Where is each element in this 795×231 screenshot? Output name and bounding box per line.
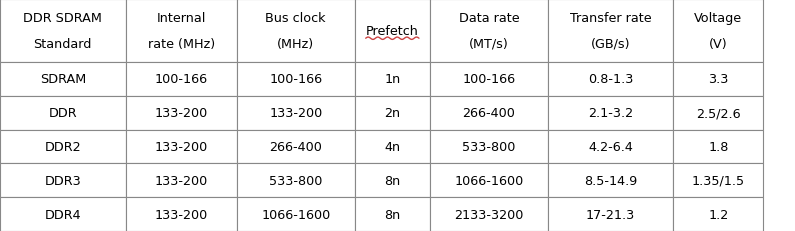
Bar: [126, 0, 237, 63]
Bar: [430, 164, 548, 197]
Bar: [548, 130, 673, 164]
Text: 2n: 2n: [384, 107, 401, 120]
Text: Data rate: Data rate: [459, 12, 519, 25]
Text: 2133-3200: 2133-3200: [454, 208, 524, 221]
Text: 533-800: 533-800: [269, 174, 323, 187]
Text: 1066-1600: 1066-1600: [261, 208, 331, 221]
Text: Voltage: Voltage: [694, 12, 743, 25]
Text: DDR SDRAM: DDR SDRAM: [23, 12, 103, 25]
Bar: [673, 97, 763, 130]
Text: 8n: 8n: [384, 174, 401, 187]
Text: 3.3: 3.3: [708, 73, 728, 86]
Text: (MT/s): (MT/s): [469, 37, 509, 50]
Text: 133-200: 133-200: [270, 107, 322, 120]
Bar: [673, 63, 763, 97]
Bar: [126, 63, 237, 97]
Text: (V): (V): [709, 37, 727, 50]
Bar: [548, 63, 673, 97]
Text: 100-166: 100-166: [463, 73, 515, 86]
Text: 4.2-6.4: 4.2-6.4: [588, 140, 633, 153]
Text: 8n: 8n: [384, 208, 401, 221]
Text: 1n: 1n: [384, 73, 401, 86]
Bar: [355, 130, 430, 164]
Text: 1066-1600: 1066-1600: [454, 174, 524, 187]
Text: 266-400: 266-400: [463, 107, 515, 120]
Text: rate (MHz): rate (MHz): [148, 37, 215, 50]
Bar: [0, 63, 126, 97]
Text: SDRAM: SDRAM: [40, 73, 86, 86]
Bar: [126, 197, 237, 231]
Bar: [126, 130, 237, 164]
Bar: [0, 0, 126, 63]
Bar: [237, 97, 355, 130]
Bar: [548, 0, 673, 63]
Bar: [237, 130, 355, 164]
Text: 133-200: 133-200: [155, 174, 207, 187]
Bar: [355, 197, 430, 231]
Bar: [0, 97, 126, 130]
Text: Internal: Internal: [157, 12, 206, 25]
Bar: [430, 197, 548, 231]
Bar: [355, 0, 430, 63]
Bar: [673, 164, 763, 197]
Text: 17-21.3: 17-21.3: [586, 208, 635, 221]
Text: 8.5-14.9: 8.5-14.9: [584, 174, 637, 187]
Bar: [237, 63, 355, 97]
Bar: [237, 197, 355, 231]
Text: 2.5/2.6: 2.5/2.6: [696, 107, 741, 120]
Text: 1.2: 1.2: [708, 208, 728, 221]
Bar: [430, 130, 548, 164]
Text: 133-200: 133-200: [155, 208, 207, 221]
Text: 4n: 4n: [384, 140, 401, 153]
Text: 1.8: 1.8: [708, 140, 728, 153]
Text: DDR3: DDR3: [45, 174, 81, 187]
Text: (MHz): (MHz): [277, 37, 314, 50]
Text: DDR4: DDR4: [45, 208, 81, 221]
Bar: [673, 130, 763, 164]
Text: 266-400: 266-400: [270, 140, 322, 153]
Bar: [237, 164, 355, 197]
Bar: [673, 197, 763, 231]
Text: 100-166: 100-166: [155, 73, 207, 86]
Text: 133-200: 133-200: [155, 140, 207, 153]
Bar: [548, 197, 673, 231]
Bar: [0, 130, 126, 164]
Bar: [126, 97, 237, 130]
Text: 0.8-1.3: 0.8-1.3: [588, 73, 634, 86]
Bar: [0, 197, 126, 231]
Text: 533-800: 533-800: [462, 140, 516, 153]
Bar: [430, 97, 548, 130]
Bar: [430, 0, 548, 63]
Bar: [355, 63, 430, 97]
Bar: [430, 63, 548, 97]
Bar: [673, 0, 763, 63]
Bar: [0, 164, 126, 197]
Text: DDR2: DDR2: [45, 140, 81, 153]
Bar: [126, 164, 237, 197]
Text: Bus clock: Bus clock: [266, 12, 326, 25]
Bar: [548, 164, 673, 197]
Text: DDR: DDR: [48, 107, 77, 120]
Text: Transfer rate: Transfer rate: [570, 12, 651, 25]
Bar: [548, 97, 673, 130]
Text: Standard: Standard: [33, 37, 92, 50]
Bar: [237, 0, 355, 63]
Text: (GB/s): (GB/s): [591, 37, 630, 50]
Text: 100-166: 100-166: [270, 73, 322, 86]
Bar: [355, 164, 430, 197]
Bar: [355, 97, 430, 130]
Text: 2.1-3.2: 2.1-3.2: [588, 107, 633, 120]
Text: 133-200: 133-200: [155, 107, 207, 120]
Text: Prefetch: Prefetch: [366, 25, 419, 38]
Text: 1.35/1.5: 1.35/1.5: [692, 174, 745, 187]
